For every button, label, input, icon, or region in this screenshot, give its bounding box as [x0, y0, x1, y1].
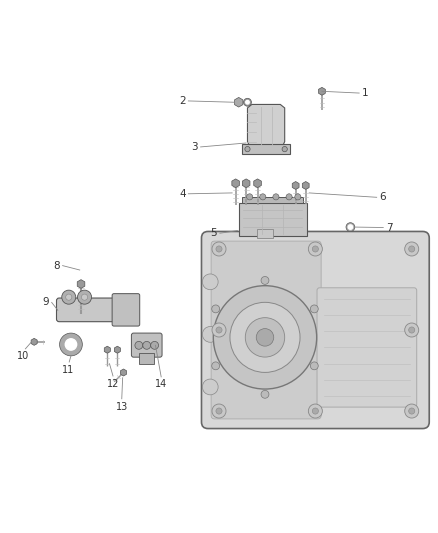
Circle shape — [244, 98, 251, 106]
Text: 8: 8 — [53, 261, 60, 271]
Circle shape — [151, 342, 159, 349]
Text: 13: 13 — [116, 402, 128, 413]
Text: 11: 11 — [62, 365, 74, 375]
Circle shape — [212, 305, 219, 313]
Polygon shape — [31, 338, 37, 345]
Circle shape — [216, 246, 222, 252]
Circle shape — [256, 329, 274, 346]
Circle shape — [202, 327, 218, 342]
Text: 6: 6 — [379, 192, 386, 203]
Circle shape — [348, 225, 353, 229]
Circle shape — [260, 194, 266, 200]
Circle shape — [311, 305, 318, 313]
Circle shape — [143, 342, 151, 349]
Circle shape — [212, 242, 226, 256]
Polygon shape — [120, 369, 127, 376]
FancyBboxPatch shape — [317, 288, 417, 407]
Circle shape — [405, 404, 419, 418]
FancyBboxPatch shape — [257, 229, 273, 238]
FancyBboxPatch shape — [242, 144, 290, 154]
Circle shape — [202, 379, 218, 395]
Circle shape — [308, 242, 322, 256]
Circle shape — [311, 362, 318, 370]
Circle shape — [282, 147, 287, 152]
Circle shape — [261, 277, 269, 285]
Circle shape — [286, 194, 292, 200]
Circle shape — [212, 362, 219, 370]
Circle shape — [346, 223, 355, 231]
FancyBboxPatch shape — [201, 231, 429, 429]
Circle shape — [246, 101, 249, 104]
Polygon shape — [232, 179, 240, 188]
Circle shape — [216, 408, 222, 414]
Polygon shape — [247, 104, 285, 146]
Circle shape — [245, 318, 285, 357]
Circle shape — [216, 327, 222, 333]
Text: 1: 1 — [361, 88, 368, 98]
Polygon shape — [104, 346, 110, 353]
Text: 7: 7 — [386, 222, 392, 232]
Polygon shape — [234, 98, 243, 107]
Circle shape — [261, 390, 269, 398]
Circle shape — [81, 294, 88, 300]
Circle shape — [230, 302, 300, 373]
Circle shape — [65, 339, 77, 350]
Text: 12: 12 — [107, 379, 119, 389]
Text: 4: 4 — [179, 189, 186, 199]
Circle shape — [295, 194, 301, 200]
Circle shape — [312, 246, 318, 252]
Circle shape — [405, 242, 419, 256]
Circle shape — [78, 290, 92, 304]
Circle shape — [405, 323, 419, 337]
Polygon shape — [318, 87, 325, 95]
Circle shape — [60, 333, 82, 356]
Polygon shape — [242, 179, 250, 188]
Text: 9: 9 — [42, 297, 49, 308]
FancyBboxPatch shape — [242, 197, 303, 203]
FancyBboxPatch shape — [211, 241, 321, 419]
Circle shape — [62, 290, 76, 304]
FancyBboxPatch shape — [139, 353, 154, 364]
FancyBboxPatch shape — [131, 333, 162, 357]
Circle shape — [273, 194, 279, 200]
Text: 5: 5 — [211, 228, 217, 238]
Text: 2: 2 — [179, 96, 186, 106]
Circle shape — [247, 194, 253, 200]
Circle shape — [409, 327, 415, 333]
Circle shape — [212, 404, 226, 418]
Polygon shape — [77, 280, 85, 288]
Circle shape — [135, 342, 143, 349]
Circle shape — [202, 274, 218, 290]
Circle shape — [245, 147, 250, 152]
Circle shape — [409, 408, 415, 414]
Polygon shape — [114, 346, 120, 353]
Circle shape — [409, 246, 415, 252]
Polygon shape — [302, 182, 309, 189]
Polygon shape — [254, 179, 261, 188]
Circle shape — [66, 294, 72, 300]
Circle shape — [212, 323, 226, 337]
FancyBboxPatch shape — [112, 294, 140, 326]
Text: 10: 10 — [17, 351, 29, 361]
FancyBboxPatch shape — [239, 203, 307, 236]
Text: 3: 3 — [191, 142, 198, 152]
Circle shape — [213, 286, 317, 389]
Circle shape — [312, 408, 318, 414]
FancyBboxPatch shape — [57, 298, 119, 322]
Polygon shape — [292, 182, 299, 189]
Text: 14: 14 — [155, 379, 167, 389]
Circle shape — [308, 404, 322, 418]
